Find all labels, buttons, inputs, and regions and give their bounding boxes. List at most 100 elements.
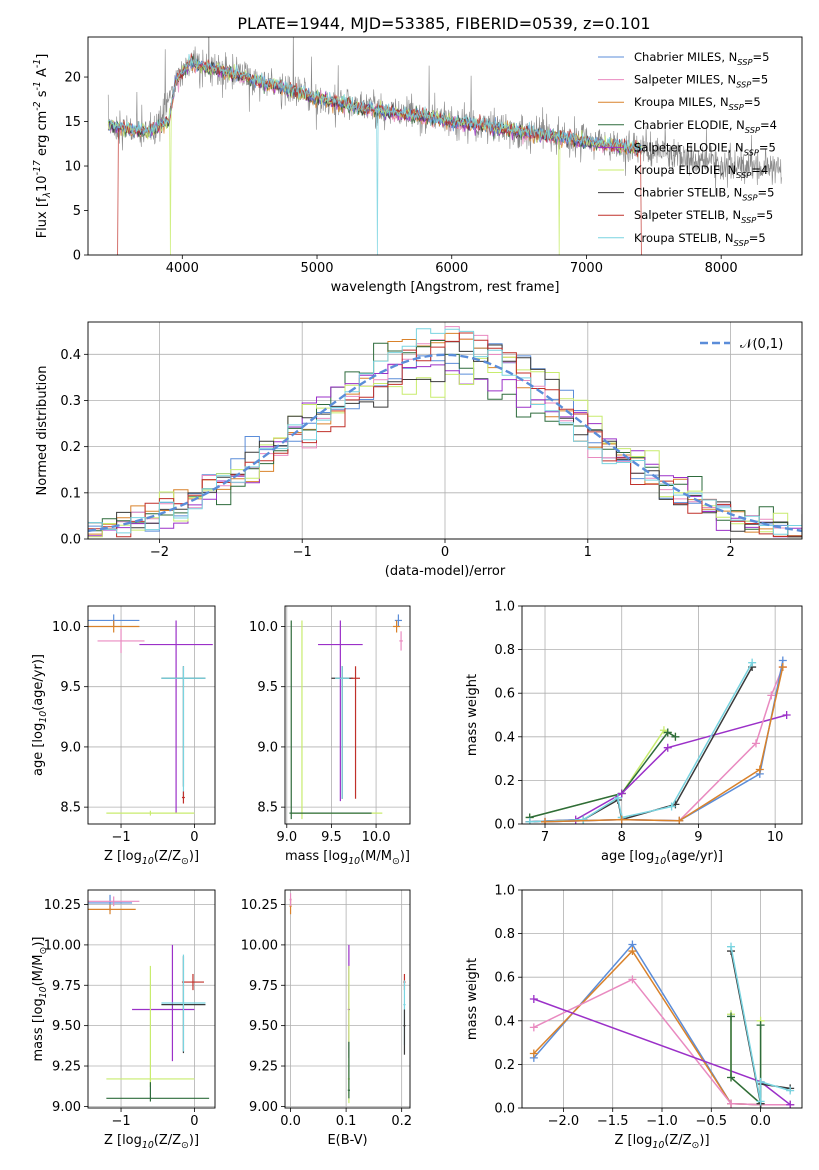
y-tick-label: 5: [73, 204, 81, 219]
x-tick-label: 9.5: [321, 830, 342, 845]
x-tick-label: −1: [111, 1114, 130, 1129]
y-tick-label: 0.2: [494, 1058, 515, 1073]
legend-label-salpeter-elodie: Salpeter ELODIE, NSSP​=5: [634, 140, 776, 157]
legend-label-chabrier-elodie: Chabrier ELODIE, NSSP​=4: [634, 118, 777, 135]
y-tick-label: 8.5: [257, 801, 278, 816]
marker-kroupa-stelib: [786, 1086, 795, 1095]
x-axis-label: Z [log10​(Z/Z⊙​)]: [104, 849, 199, 867]
errorbar-kroupa-miles: [88, 620, 140, 633]
marker-chabrier-elodie: [663, 728, 672, 737]
marker-salpeter-elodie: [617, 789, 626, 798]
series-line-salpeter-elodie: [529, 714, 787, 823]
figure-title: PLATE=1944, MJD=53385, FIBERID=0539, z=0…: [237, 14, 650, 33]
y-tick-label: 10.25: [44, 898, 81, 913]
y-tick-label: 9.50: [249, 1019, 278, 1034]
marker-salpeter-miles: [628, 975, 637, 984]
errorbar-salpeter-miles: [88, 896, 140, 907]
errorbar-salpeter-elodie: [318, 620, 363, 802]
marker-kroupa-miles: [755, 765, 764, 774]
y-tick-label: 9.75: [52, 979, 81, 994]
plot-area: [107, 37, 782, 255]
axes-frame: [87, 321, 803, 540]
marker-kroupa-stelib: [748, 658, 757, 667]
x-tick-label: 10.0: [362, 830, 391, 845]
x-tick-label: −2.0: [548, 1114, 580, 1129]
marker-kroupa-miles: [778, 663, 787, 672]
x-tick-label: −2: [150, 545, 169, 560]
y-tick-label: 9.0: [60, 740, 81, 755]
axes-frame: [87, 36, 803, 256]
marker-chabrier-elodie: [756, 1021, 765, 1030]
errorbar-chabrier-miles: [394, 614, 402, 627]
y-tick-label: 0.8: [494, 927, 515, 942]
plot-area: [289, 614, 403, 820]
x-tick-label: 0.0: [280, 1114, 301, 1129]
marker-salpeter-elodie: [786, 1100, 795, 1108]
marker-chabrier-elodie: [671, 732, 680, 741]
x-tick-label: 0: [441, 545, 449, 560]
y-tick-label: 20: [64, 71, 81, 86]
x-tick-label: 1: [584, 545, 592, 560]
errorbar-chabrier-stelib: [403, 1009, 406, 1055]
legend-label-kroupa-elodie: Kroupa ELODIE, NSSP​=4: [634, 163, 768, 180]
marker-salpeter-elodie: [663, 743, 672, 752]
marker-kroupa-stelib: [756, 1077, 765, 1086]
age-vs-metallicity-panel: −1 0 8.5 9.0 9.5 10.0 Z [log10​(Z/Z⊙​)] age [lo…: [31, 605, 216, 867]
marker-salpeter-miles: [529, 1023, 538, 1032]
errorbar-salpeter-stelib: [181, 973, 204, 991]
age-vs-mass-panel: 9.0 9.5 10.0 8.5 9.0 9.5 10.0 mass [log10​(M/M⊙…: [249, 605, 411, 867]
marker-salpeter-miles: [767, 691, 776, 700]
x-axis-label: mass [log10​(M/M⊙​)]: [285, 849, 410, 867]
errorbar-kroupa-miles: [393, 620, 401, 633]
x-tick-label: −1: [293, 545, 312, 560]
x-tick-label: 9: [694, 830, 702, 845]
errorbar-kroupa-stelib: [335, 666, 350, 799]
errorbar-kroupa-elodie: [106, 965, 195, 1088]
marker-salpeter-elodie: [782, 711, 791, 719]
y-tick-label: 0.2: [494, 774, 515, 789]
y-tick-label: 0.4: [494, 730, 515, 745]
plot-area: [525, 656, 791, 824]
series-line-salpeter-miles: [544, 666, 784, 823]
y-tick-label: 0.2: [60, 440, 81, 455]
marker-salpeter-miles: [727, 1099, 736, 1108]
x-tick-label: 7000: [570, 261, 603, 276]
x-tick-label: 0.1: [336, 1114, 357, 1129]
y-tick-label: 0.0: [60, 533, 81, 548]
legend-label-kroupa-miles: Kroupa MILES, NSSP​=5: [634, 95, 761, 112]
series-line-kroupa-stelib: [730, 946, 791, 1102]
legend-label-salpeter-stelib: Salpeter STELIB, NSSP​=5: [634, 208, 773, 225]
axes-frame: [87, 889, 216, 1109]
y-tick-label: 9.50: [52, 1019, 81, 1034]
x-axis-label: Z [log10​(Z/Z⊙​)]: [614, 1133, 709, 1151]
y-tick-label: 0.6: [494, 687, 515, 702]
y-tick-label: 0: [73, 249, 81, 264]
marker-kroupa-stelib: [756, 1097, 765, 1106]
marker-kroupa-stelib: [579, 815, 588, 824]
axes-frame: [284, 605, 411, 825]
series-line-chabrier-elodie: [730, 1016, 762, 1106]
x-axis-label: (data-model)/error: [385, 564, 506, 579]
errorbar-chabrier-elodie: [289, 620, 372, 820]
y-tick-label: 0.0: [494, 818, 515, 833]
legend-label-chabrier-miles: Chabrier MILES, NSSP​=5: [634, 50, 769, 67]
marker-salpeter-miles: [751, 739, 760, 748]
x-tick-label: −1.0: [646, 1114, 678, 1129]
x-axis-label: E(B-V): [327, 1133, 367, 1148]
x-axis-label: Z [log10​(Z/Z⊙​)]: [104, 1133, 199, 1151]
errorbar-salpeter-miles: [97, 628, 145, 653]
axes-frame: [521, 605, 803, 825]
plot-area: [88, 326, 802, 538]
legend-label-salpeter-miles: Salpeter MILES, NSSP​=5: [634, 73, 768, 90]
errorbar-salpeter-elodie: [139, 620, 213, 814]
x-tick-label: 0: [190, 830, 198, 845]
x-tick-label: 8000: [705, 261, 738, 276]
marker-kroupa-stelib: [613, 793, 622, 802]
y-tick-label: 9.00: [52, 1100, 81, 1115]
y-tick-label: 9.5: [60, 680, 81, 695]
legend-label-chabrier-stelib: Chabrier STELIB, NSSP​=5: [634, 186, 774, 203]
y-axis-label: mass weight: [465, 674, 480, 756]
marker-chabrier-elodie: [727, 1073, 736, 1082]
errorbar-kroupa-elodie: [291, 620, 383, 820]
